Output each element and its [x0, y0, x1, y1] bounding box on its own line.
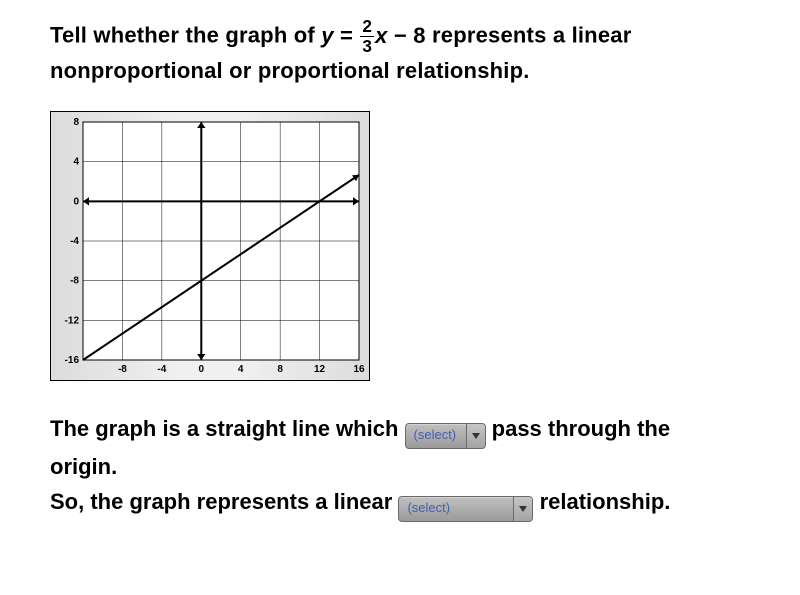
svg-text:4: 4	[73, 157, 79, 168]
svg-text:-8: -8	[118, 364, 127, 375]
dropdown-arrow-icon	[513, 497, 532, 521]
svg-text:0: 0	[73, 197, 79, 208]
svg-text:-4: -4	[70, 236, 79, 247]
chart-container: 8 4 0 -4 -8 -12 -16 -8 -4 0 4 8 12 16	[50, 111, 370, 381]
svg-text:8: 8	[73, 117, 79, 128]
eq-lhs: y	[321, 23, 333, 48]
answer-s2b: relationship.	[540, 489, 671, 514]
question-line2: nonproportional or proportional relation…	[50, 58, 530, 83]
eq-fraction: 23	[359, 18, 375, 55]
frac-den: 3	[360, 36, 374, 55]
eq-equals: =	[334, 23, 360, 48]
answer-s1b: pass through the	[492, 416, 670, 441]
svg-text:-16: -16	[65, 355, 80, 366]
answer-s1a: The graph is a straight line which	[50, 416, 405, 441]
select-relationship[interactable]: (select)	[398, 496, 533, 522]
equation: y = 23x − 8	[321, 23, 425, 48]
svg-text:12: 12	[314, 364, 326, 375]
question-pre: Tell whether the graph of	[50, 23, 321, 48]
svg-text:0: 0	[199, 364, 205, 375]
question-text: Tell whether the graph of y = 23x − 8 re…	[50, 18, 760, 87]
svg-text:-4: -4	[157, 364, 166, 375]
select-pass-label: (select)	[406, 424, 466, 448]
dropdown-arrow-icon	[466, 424, 485, 448]
svg-text:16: 16	[353, 364, 365, 375]
page: Tell whether the graph of y = 23x − 8 re…	[0, 0, 800, 522]
svg-text:-12: -12	[65, 316, 80, 327]
eq-var: x	[375, 23, 387, 48]
select-pass[interactable]: (select)	[405, 423, 486, 449]
answer-block: The graph is a straight line which (sele…	[50, 411, 760, 522]
frac-num: 2	[360, 18, 374, 36]
svg-text:4: 4	[238, 364, 244, 375]
svg-text:8: 8	[277, 364, 283, 375]
svg-text:-8: -8	[70, 276, 79, 287]
eq-rest: − 8	[388, 23, 426, 48]
answer-s1c: origin.	[50, 454, 117, 479]
question-post1: represents a linear	[426, 23, 632, 48]
answer-s2a: So, the graph represents a linear	[50, 489, 398, 514]
select-relationship-label: (select)	[399, 497, 513, 521]
chart-svg: 8 4 0 -4 -8 -12 -16 -8 -4 0 4 8 12 16	[51, 112, 369, 380]
